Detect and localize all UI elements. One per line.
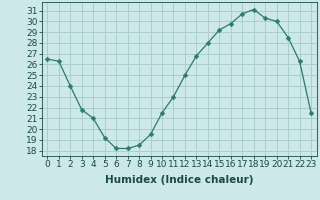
X-axis label: Humidex (Indice chaleur): Humidex (Indice chaleur) (105, 175, 253, 185)
